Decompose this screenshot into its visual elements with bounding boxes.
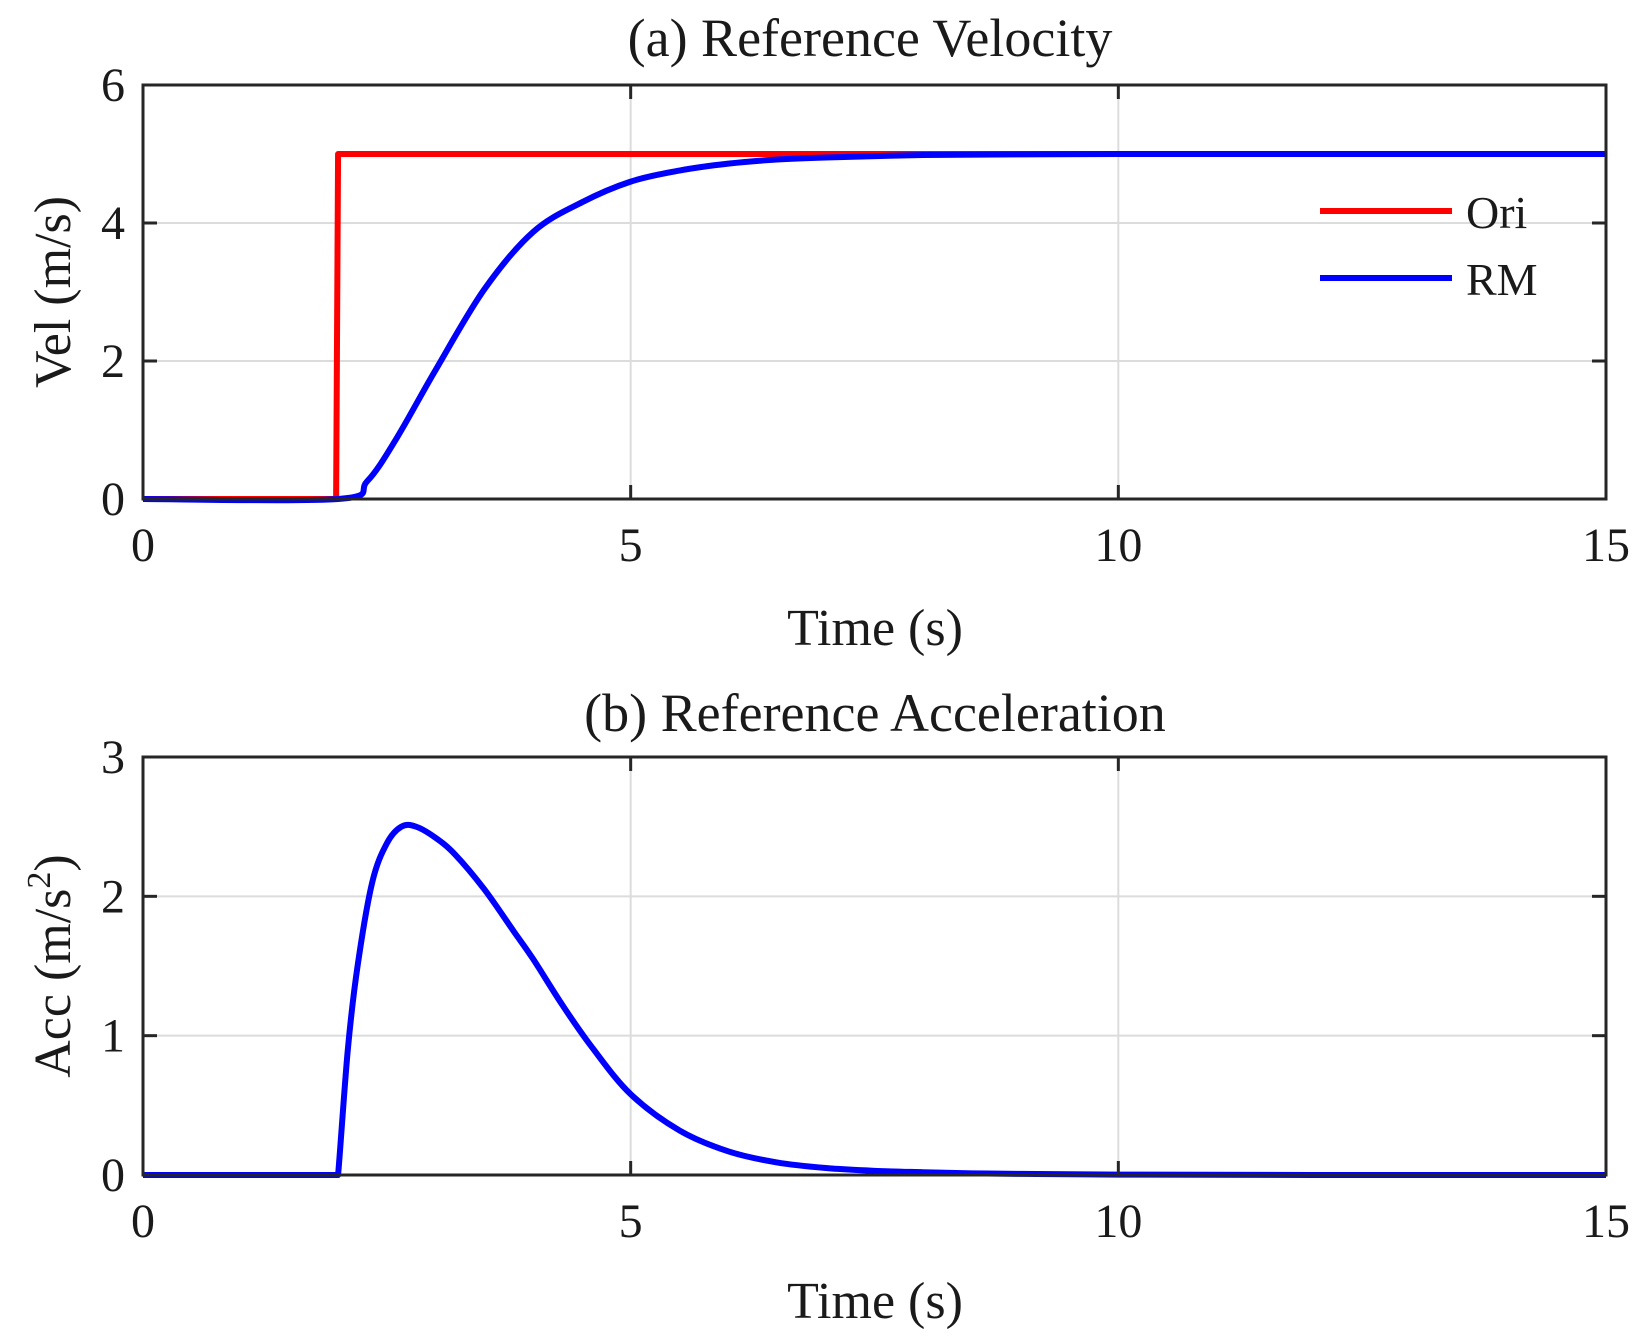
acceleration-y-tick-3: 3 [101,731,125,784]
acceleration-chart-title: (b) Reference Acceleration [584,683,1166,743]
acceleration-y-axis-label-exponent: 2 [21,872,58,889]
velocity-x-tick-15: 15 [1582,519,1630,572]
velocity-y-tick-4: 4 [101,197,125,250]
velocity-y-tick-0: 0 [101,473,125,526]
velocity-grid [143,85,1606,499]
acceleration-series [143,821,1607,1179]
acceleration-x-tick-0: 0 [131,1195,155,1248]
velocity-series [142,150,1606,504]
acceleration-grid [143,757,1606,1175]
velocity-chart: (a) Reference Velocity 0 5 10 15 0 2 4 6… [25,8,1630,657]
velocity-chart-title: (a) Reference Velocity [628,8,1113,68]
velocity-series-rm-line [142,150,1606,504]
velocity-x-tick-10: 10 [1094,519,1142,572]
acceleration-plot-frame [141,755,1608,1177]
velocity-series-ori-line [143,151,1606,502]
acceleration-chart: (b) Reference Acceleration 0 5 10 15 0 1… [21,683,1630,1330]
acceleration-x-tick-labels: 0 5 10 15 [131,1195,1630,1248]
acceleration-x-tick-5: 5 [619,1195,643,1248]
acceleration-y-tick-0: 0 [101,1149,125,1202]
acceleration-y-tick-1: 1 [101,1010,125,1063]
acceleration-x-tick-10: 10 [1094,1195,1142,1248]
velocity-x-tick-0: 0 [131,519,155,572]
velocity-legend: Ori RM [1320,187,1538,305]
acceleration-series-rm-line [143,821,1607,1179]
velocity-tick-marks [141,83,1608,501]
velocity-y-tick-6: 6 [101,59,125,112]
velocity-y-tick-labels: 0 2 4 6 [101,59,125,526]
acceleration-y-axis-label: Acc (m/s2) [21,854,82,1078]
acceleration-y-tick-labels: 0 1 2 3 [101,731,125,1202]
velocity-y-tick-2: 2 [101,335,125,388]
acceleration-x-axis-label: Time (s) [787,1273,963,1330]
acceleration-x-tick-15: 15 [1582,1195,1630,1248]
acceleration-y-axis-label-main: Acc (m/s [25,889,82,1078]
acceleration-tick-marks [141,755,1608,1177]
acceleration-y-tick-2: 2 [101,870,125,923]
velocity-plot-frame [141,83,1608,501]
legend-label-ori: Ori [1466,187,1527,238]
velocity-x-axis-label: Time (s) [787,600,963,657]
velocity-x-tick-5: 5 [619,519,643,572]
velocity-y-axis-label: Vel (m/s) [25,196,82,388]
legend-label-rm: RM [1466,254,1538,305]
acceleration-y-axis-label-close: ) [25,854,82,871]
velocity-x-tick-labels: 0 5 10 15 [131,519,1630,572]
